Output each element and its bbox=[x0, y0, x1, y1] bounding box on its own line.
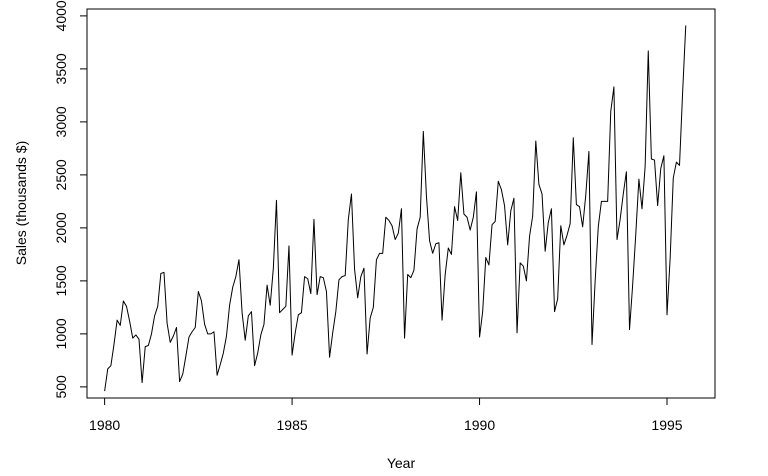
y-tick-label: 1000 bbox=[53, 318, 69, 349]
x-axis: 1980 1985 1990 1995 bbox=[89, 397, 683, 433]
y-tick-label: 1500 bbox=[53, 265, 69, 296]
y-tick-label: 2000 bbox=[53, 212, 69, 243]
y-tick-label: 500 bbox=[53, 375, 69, 399]
y-axis: 500 1000 1500 2000 2500 3000 3500 4000 bbox=[53, 0, 88, 399]
plot-frame bbox=[86, 8, 716, 399]
series-line bbox=[104, 25, 687, 392]
y-tick-label: 4000 bbox=[53, 0, 69, 31]
x-tick-label: 1995 bbox=[651, 417, 682, 433]
x-tick-label: 1980 bbox=[89, 417, 120, 433]
y-tick-label: 3500 bbox=[53, 53, 69, 84]
x-axis-title: Year bbox=[387, 455, 416, 471]
y-axis-title: Sales (thousands $) bbox=[13, 141, 29, 266]
y-tick-label: 3000 bbox=[53, 106, 69, 137]
x-tick-label: 1985 bbox=[277, 417, 308, 433]
x-tick-label: 1990 bbox=[464, 417, 495, 433]
y-tick-label: 2500 bbox=[53, 159, 69, 190]
